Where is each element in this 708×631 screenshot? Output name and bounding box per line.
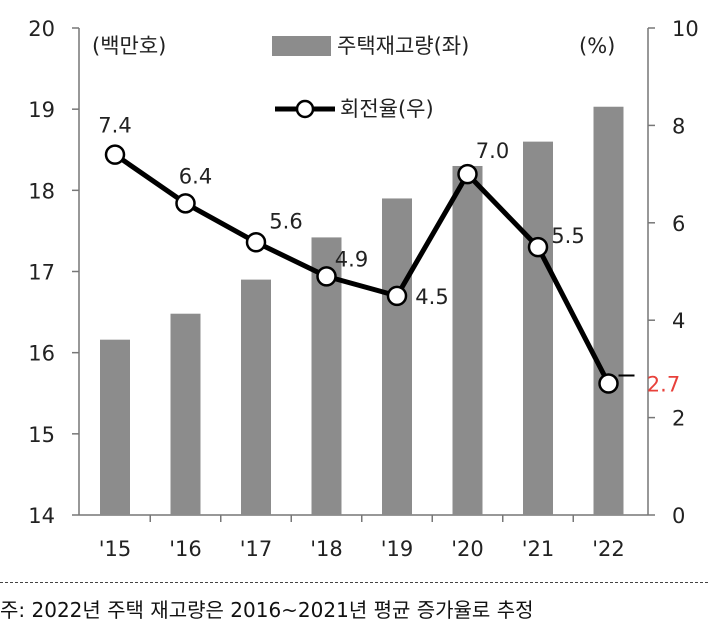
right-tick-label: 2 — [672, 407, 685, 431]
tick-labels: 14 15 16 17 18 19 20 0 2 4 6 8 10 '15 '16 '17 '18 '19 '20 '… — [28, 17, 698, 561]
line-path — [113, 152, 611, 385]
line-point — [598, 373, 619, 394]
legend-bar-swatch — [272, 36, 331, 56]
data-label: 2.7 — [647, 373, 680, 397]
line-point — [245, 232, 267, 253]
bar — [170, 313, 201, 515]
left-tick-label: 17 — [28, 261, 55, 285]
line-point — [175, 193, 196, 214]
legend-bar-label: 주택재고량(좌) — [337, 34, 469, 58]
bar — [382, 198, 412, 515]
bar — [593, 106, 624, 516]
data-label: 4.9 — [335, 247, 368, 271]
data-label: 5.5 — [551, 224, 584, 248]
data-label: 7.4 — [98, 114, 131, 138]
x-tick-label: '18 — [310, 537, 343, 561]
right-axis-unit: (%) — [579, 34, 615, 58]
right-tick-label: 4 — [672, 309, 685, 333]
right-tick-label: 8 — [672, 114, 685, 138]
data-label: 6.4 — [179, 164, 212, 188]
line-point — [386, 285, 408, 307]
chart: 7.4 6.4 5.6 4.9 4.5 7.0 5.5 2.7 14 15 16 17 18 19 20 0… — [28, 17, 698, 561]
legend-line-marker — [295, 99, 315, 119]
right-tick-label: 6 — [672, 212, 685, 236]
left-tick-label: 19 — [28, 98, 55, 122]
line-series — [104, 144, 619, 394]
legend: 주택재고량(좌) 회전율(우) — [272, 34, 469, 121]
line-point — [457, 163, 478, 185]
x-tick-label: '15 — [99, 537, 132, 561]
x-tick-label: '21 — [522, 537, 555, 561]
bar-series — [100, 106, 624, 516]
bar — [100, 339, 130, 515]
legend-line-label: 회전율(우) — [340, 97, 434, 121]
left-tick-label: 16 — [28, 342, 55, 366]
data-label: 7.0 — [476, 139, 509, 163]
left-tick-label: 15 — [28, 423, 55, 447]
left-tick-label: 14 — [28, 504, 55, 528]
x-tick-label: '22 — [592, 537, 625, 561]
x-tick-label: '20 — [451, 537, 484, 561]
left-tick-label: 20 — [28, 17, 55, 41]
footnote: 주: 2022년 주택 재고량은 2016~2021년 평균 증가율로 추정 — [0, 598, 534, 622]
x-tick-label: '17 — [240, 537, 273, 561]
data-labels: 7.4 6.4 5.6 4.9 4.5 7.0 5.5 2.7 — [98, 114, 680, 397]
data-label: 5.6 — [269, 209, 302, 233]
right-tick-label: 10 — [672, 17, 699, 41]
data-label: 4.5 — [415, 285, 448, 309]
line-point — [527, 236, 549, 258]
footnote-divider — [0, 582, 708, 583]
line-point — [104, 144, 126, 165]
right-tick-label: 0 — [672, 504, 685, 528]
x-tick-label: '16 — [169, 537, 202, 561]
left-tick-label: 18 — [28, 179, 55, 203]
line-point — [316, 266, 337, 287]
bar — [452, 165, 483, 515]
bar — [523, 141, 553, 515]
bar — [241, 279, 271, 515]
left-axis-unit: (백만호) — [92, 34, 166, 58]
x-tick-label: '19 — [381, 537, 414, 561]
